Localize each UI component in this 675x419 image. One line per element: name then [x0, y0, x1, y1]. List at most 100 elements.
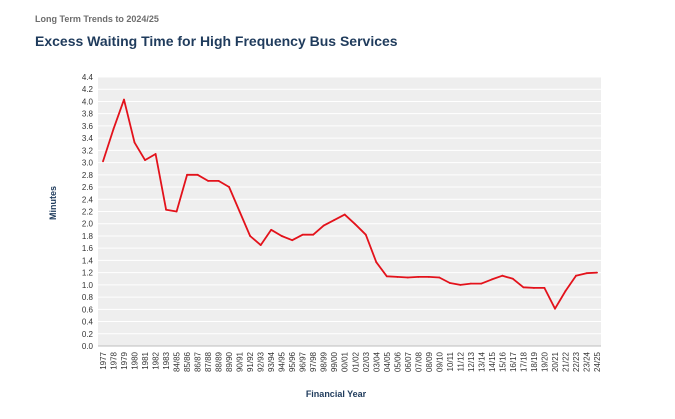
- y-tick-label: 1.4: [82, 256, 94, 265]
- data-point: [291, 239, 294, 242]
- x-tick-label: 13/14: [477, 351, 486, 372]
- y-tick-label: 0.0: [82, 342, 94, 351]
- y-tick-label: 4.2: [82, 85, 94, 94]
- x-tick-label: 17/18: [519, 351, 528, 372]
- x-tick-label: 09/10: [435, 351, 444, 372]
- x-tick-label: 87/88: [204, 351, 213, 372]
- x-tick-label: 18/19: [530, 351, 539, 372]
- y-tick-label: 0.6: [82, 305, 94, 314]
- x-tick-label: 08/09: [425, 351, 434, 372]
- data-point: [133, 141, 136, 144]
- x-tick-label: 88/89: [215, 351, 224, 372]
- data-point: [512, 277, 514, 280]
- data-point: [575, 274, 577, 277]
- y-tick-label: 3.2: [82, 146, 94, 155]
- data-point: [186, 173, 188, 176]
- x-tick-label: 98/99: [320, 351, 329, 372]
- x-tick-label: 1979: [120, 351, 129, 369]
- x-tick-label: 97/98: [309, 351, 318, 372]
- data-point: [123, 98, 125, 101]
- x-tick-label: 04/05: [383, 351, 392, 372]
- data-point: [322, 224, 325, 227]
- x-tick-label: 93/94: [267, 351, 276, 372]
- x-tick-label: 23/24: [582, 351, 591, 372]
- data-point: [522, 286, 525, 289]
- y-axis-ticks: 0.0 0.2 0.4 0.6 0.8 1.0 1.2 1.4 1.6 1.8 2.0 2.2 2.4 2…: [82, 73, 94, 351]
- x-tick-label: 1978: [110, 351, 119, 369]
- x-tick-label: 92/93: [257, 351, 266, 372]
- y-tick-label: 0.4: [82, 318, 94, 327]
- x-tick-label: 89/90: [225, 351, 234, 372]
- x-tick-label: 90/91: [236, 351, 245, 372]
- x-tick-label: 95/96: [288, 351, 297, 372]
- x-tick-label: 22/23: [572, 351, 581, 372]
- data-point: [270, 228, 273, 231]
- x-tick-label: 07/08: [414, 351, 423, 372]
- x-tick-label: 10/11: [446, 351, 455, 371]
- data-point: [385, 275, 388, 278]
- data-point: [112, 128, 115, 130]
- data-point: [490, 278, 493, 281]
- y-tick-label: 4.0: [82, 97, 94, 106]
- data-points: [102, 98, 598, 310]
- y-tick-label: 2.2: [82, 208, 94, 217]
- x-tick-label: 1981: [141, 351, 150, 369]
- data-point: [448, 282, 451, 284]
- data-point: [154, 153, 157, 155]
- series-line: [102, 98, 598, 310]
- data-point: [238, 210, 241, 213]
- x-tick-label: 00/01: [341, 351, 350, 372]
- data-point: [249, 235, 252, 237]
- data-point: [406, 276, 409, 279]
- x-tick-label: 85/86: [183, 351, 192, 372]
- x-tick-label: 86/87: [194, 351, 203, 372]
- x-tick-label: 99/00: [330, 351, 339, 372]
- data-point: [102, 160, 104, 163]
- data-point: [438, 276, 441, 279]
- data-point: [459, 283, 462, 286]
- x-tick-label: 84/85: [173, 351, 182, 372]
- y-tick-label: 0.8: [82, 293, 94, 302]
- y-tick-label: 3.0: [82, 159, 94, 168]
- y-tick-label: 2.4: [82, 195, 94, 204]
- y-tick-label: 1.8: [82, 232, 94, 241]
- x-tick-label: 01/02: [351, 351, 360, 372]
- y-tick-label: 1.6: [82, 244, 94, 253]
- data-point: [596, 271, 598, 274]
- data-point: [259, 244, 262, 247]
- data-point: [144, 159, 146, 162]
- data-point: [364, 233, 367, 236]
- data-point: [217, 180, 220, 182]
- data-point: [175, 210, 178, 213]
- x-tick-label: 1977: [99, 351, 108, 369]
- x-tick-label: 16/17: [509, 351, 518, 372]
- x-tick-label: 91/92: [246, 351, 255, 372]
- x-tick-label: 19/20: [540, 351, 549, 372]
- x-tick-label: 02/03: [362, 351, 371, 372]
- chart-title: Excess Waiting Time for High Frequency B…: [35, 33, 398, 49]
- x-tick-label: 06/07: [404, 351, 413, 372]
- grid-lines: [98, 76, 601, 347]
- data-point: [165, 208, 167, 211]
- x-tick-label: 14/15: [488, 351, 497, 372]
- data-point: [564, 290, 567, 292]
- data-point: [396, 276, 399, 278]
- y-tick-label: 1.0: [82, 281, 94, 290]
- data-point: [543, 287, 546, 289]
- y-tick-label: 2.8: [82, 171, 94, 180]
- data-point: [354, 223, 357, 226]
- data-point: [533, 287, 535, 289]
- y-tick-label: 4.4: [82, 73, 94, 82]
- data-point: [480, 282, 483, 285]
- data-point: [375, 261, 378, 264]
- y-tick-label: 0.2: [82, 330, 94, 339]
- data-point: [228, 186, 231, 188]
- x-tick-label: 21/22: [561, 351, 570, 372]
- y-tick-label: 3.4: [82, 134, 94, 143]
- x-tick-label: 12/13: [467, 351, 476, 372]
- y-axis-label: Minutes: [48, 186, 58, 220]
- data-point: [280, 235, 283, 237]
- y-tick-label: 2.6: [82, 183, 94, 192]
- x-tick-label: 1982: [152, 351, 161, 369]
